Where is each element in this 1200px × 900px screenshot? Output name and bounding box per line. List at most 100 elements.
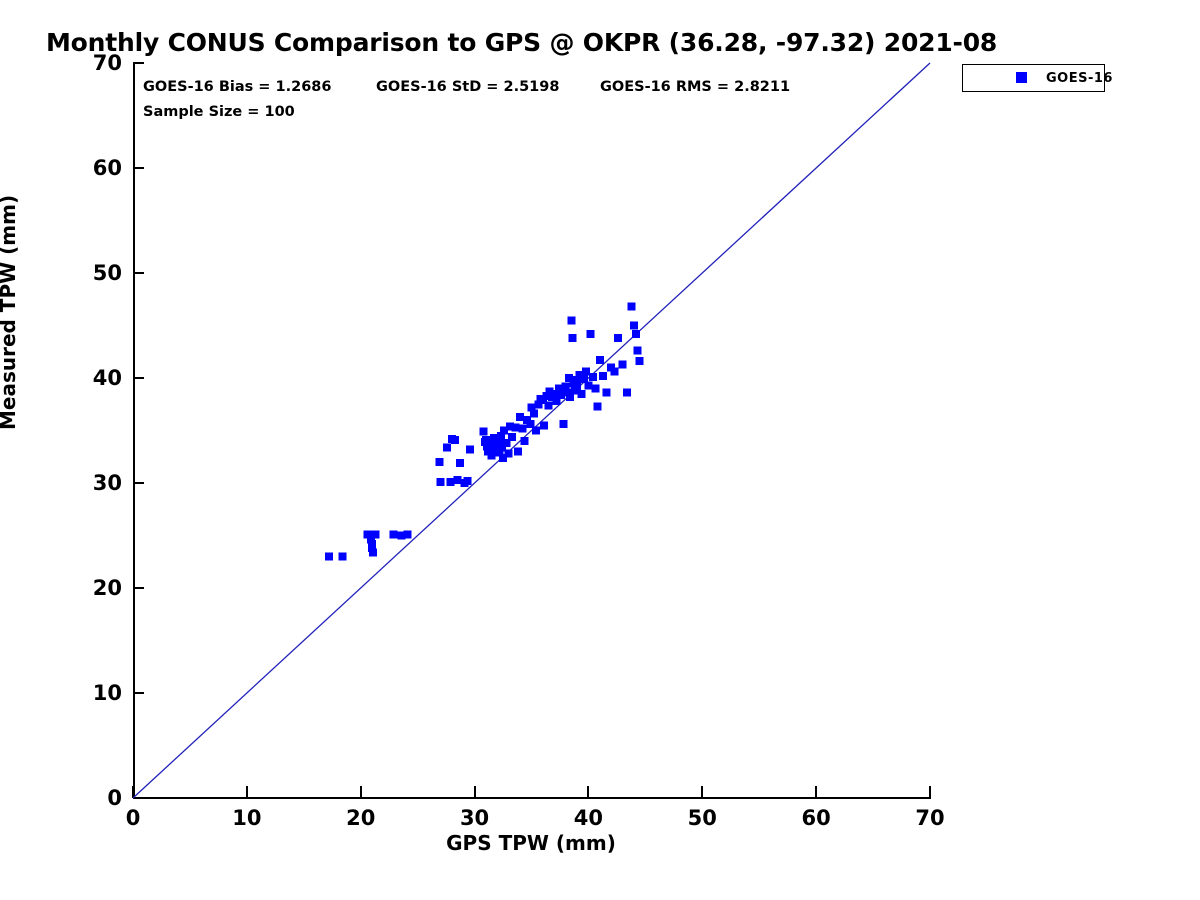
x-tick-label: 30 — [459, 806, 490, 830]
data-point — [629, 321, 638, 330]
data-point — [338, 552, 347, 561]
data-point — [368, 539, 377, 548]
data-point — [324, 552, 333, 561]
x-axis-line — [133, 797, 931, 799]
y-tick-label: 0 — [107, 786, 122, 810]
x-tick-mark — [587, 786, 590, 798]
data-point — [557, 390, 566, 399]
data-point — [593, 402, 602, 411]
data-point — [443, 443, 452, 452]
stat-rms: GOES-16 RMS = 2.8211 — [600, 79, 791, 95]
data-point — [582, 367, 591, 376]
data-point — [561, 382, 570, 391]
data-point — [584, 381, 593, 390]
legend-swatch-goes-16 — [1016, 72, 1027, 83]
data-point-group — [324, 302, 644, 561]
x-tick-mark — [132, 786, 134, 798]
data-point — [499, 453, 508, 462]
data-point — [599, 371, 608, 380]
data-point — [446, 477, 455, 486]
data-point — [368, 544, 377, 553]
data-point — [632, 329, 641, 338]
data-point — [481, 435, 490, 444]
data-point — [397, 531, 406, 540]
x-tick-label: 40 — [573, 806, 604, 830]
y-tick-mark — [133, 62, 144, 64]
data-point — [568, 334, 577, 343]
x-tick-mark — [245, 786, 248, 798]
data-point — [479, 427, 488, 436]
data-point — [389, 530, 398, 539]
stat-bias: GOES-16 Bias = 1.2686 — [143, 79, 332, 95]
data-point — [545, 387, 554, 396]
y-tick-label: 70 — [92, 51, 122, 75]
data-point — [366, 535, 375, 544]
data-point — [544, 401, 553, 410]
data-point — [518, 424, 527, 433]
data-point — [369, 548, 378, 557]
data-point — [586, 329, 595, 338]
data-point — [532, 426, 541, 435]
data-point — [500, 426, 509, 435]
x-axis-label: GPS TPW (mm) — [446, 831, 616, 855]
y-tick-mark — [133, 797, 144, 799]
data-point — [497, 443, 506, 452]
data-point — [463, 476, 472, 485]
legend-box — [962, 64, 1105, 92]
x-tick-label: 70 — [915, 806, 945, 830]
data-point — [623, 388, 632, 397]
data-point — [552, 397, 561, 406]
y-tick-label: 10 — [92, 681, 122, 705]
data-point — [453, 475, 462, 484]
y-tick-mark — [133, 272, 144, 274]
y-axis-line — [133, 63, 135, 799]
data-point — [591, 384, 600, 393]
data-point — [607, 363, 616, 372]
data-point — [566, 392, 575, 401]
y-tick-mark — [133, 167, 144, 169]
one-to-one-reference-line — [132, 62, 931, 799]
data-point — [554, 384, 563, 393]
data-point — [540, 421, 549, 430]
y-tick-label: 60 — [92, 156, 122, 180]
data-point — [529, 409, 538, 418]
data-point — [502, 439, 511, 448]
data-point — [504, 449, 513, 458]
data-point — [436, 477, 445, 486]
x-tick-label: 10 — [232, 806, 262, 830]
data-point — [562, 388, 571, 397]
data-point — [577, 389, 586, 398]
data-point — [633, 346, 642, 355]
x-tick-mark — [473, 786, 476, 798]
y-tick-label: 50 — [92, 261, 122, 285]
data-point — [487, 451, 496, 460]
data-point — [627, 302, 636, 311]
y-tick-label: 30 — [92, 471, 122, 495]
data-point — [508, 432, 517, 441]
data-point — [610, 367, 619, 376]
x-tick-label: 50 — [687, 806, 717, 830]
y-tick-label: 40 — [92, 366, 122, 390]
data-point — [542, 391, 551, 400]
data-point — [522, 416, 531, 424]
data-point — [550, 389, 559, 398]
y-tick-mark — [133, 482, 144, 484]
data-point — [602, 388, 611, 397]
x-tick-mark — [359, 786, 362, 798]
data-point — [618, 360, 627, 369]
data-point — [588, 372, 597, 381]
data-point — [538, 396, 547, 405]
data-point — [567, 316, 576, 325]
data-point — [571, 376, 580, 385]
data-point — [466, 445, 475, 454]
data-point — [575, 370, 584, 379]
page-title: Monthly CONUS Comparison to GPS @ OKPR (… — [46, 28, 998, 57]
data-point — [614, 334, 623, 343]
data-point — [526, 420, 535, 429]
data-point — [496, 431, 505, 440]
y-tick-mark — [133, 377, 144, 379]
data-point — [520, 437, 529, 445]
x-tick-mark — [701, 786, 704, 798]
